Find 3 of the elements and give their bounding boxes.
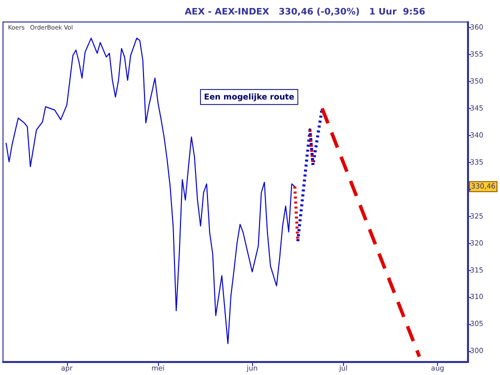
annotation: Een mogelijke route (204, 92, 295, 102)
line-series (6, 38, 296, 344)
chart-title: AEX - AEX-INDEX 330,46 (-0,30%) 1 Uur 9:56 (184, 8, 426, 18)
